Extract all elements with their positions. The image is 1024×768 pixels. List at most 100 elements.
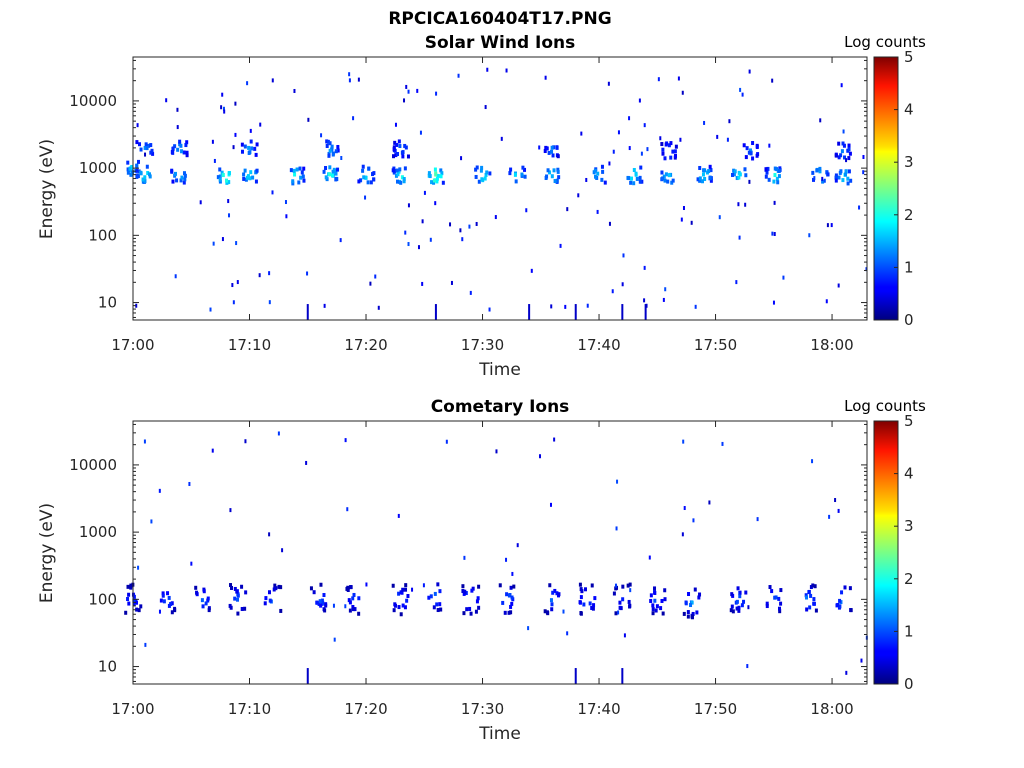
- heatmap-cell: [849, 608, 853, 613]
- heatmap-cell: [849, 178, 853, 183]
- heatmap-cell: [422, 583, 425, 588]
- heatmap-cell: [643, 123, 646, 128]
- heatmap-cell: [830, 223, 833, 228]
- heatmap-cell: [240, 149, 244, 154]
- heatmap-cell: [545, 610, 549, 615]
- heatmap-cell: [846, 181, 850, 186]
- heatmap-cell: [401, 154, 405, 159]
- heatmap-cell: [229, 585, 233, 590]
- heatmap-cell: [271, 78, 274, 83]
- heatmap-cell: [773, 200, 776, 205]
- heatmap-cell: [765, 604, 769, 609]
- heatmap-cell: [815, 168, 819, 173]
- heatmap-cell: [765, 170, 769, 175]
- colorbar-tick-label: 4: [904, 101, 914, 119]
- heatmap-cell: [461, 584, 465, 589]
- heatmap-cell: [693, 587, 697, 592]
- heatmap-cell: [551, 153, 555, 158]
- heatmap-cell: [591, 606, 595, 611]
- heatmap-cell: [514, 179, 518, 184]
- heatmap-cell: [590, 583, 594, 588]
- heatmap-cell: [742, 599, 746, 604]
- x-tick-label: 17:00: [111, 700, 154, 718]
- heatmap-cell: [660, 142, 664, 147]
- heatmap-cell: [777, 596, 781, 601]
- heatmap-cell: [744, 590, 748, 595]
- heatmap-cell: [735, 606, 739, 611]
- heatmap-cell: [834, 175, 838, 180]
- heatmap-cells: [126, 67, 868, 321]
- heatmap-cell: [463, 555, 466, 560]
- heatmap-cell: [185, 150, 189, 155]
- heatmap-cell: [739, 87, 742, 92]
- heatmap-cell: [744, 173, 748, 178]
- heatmap-cell: [254, 152, 258, 157]
- heatmap-cell: [416, 88, 419, 93]
- heatmap-cell: [394, 153, 398, 158]
- heatmap-cell: [578, 582, 582, 587]
- heatmap-cell: [842, 129, 845, 134]
- heatmap-cell: [843, 155, 847, 160]
- heatmap-cell: [525, 208, 528, 213]
- heatmap-cell: [840, 83, 843, 88]
- heatmap-cell: [331, 169, 335, 174]
- heatmap-cell: [503, 610, 507, 615]
- heatmap-cell: [819, 118, 822, 123]
- heatmap-cell: [530, 268, 533, 273]
- heatmap-cell: [698, 176, 702, 181]
- heatmap-cell: [601, 169, 605, 174]
- heatmap-cell: [406, 154, 410, 159]
- heatmap-cell: [285, 214, 288, 219]
- heatmap-cell: [500, 136, 503, 141]
- heatmap-cell: [234, 101, 237, 106]
- plot-frame: [132, 420, 868, 685]
- heatmap-cell: [240, 584, 244, 589]
- heatmap-cell: [611, 289, 614, 294]
- heatmap-cell: [150, 148, 154, 153]
- heatmap-cell: [188, 481, 191, 486]
- heatmap-cell: [566, 631, 569, 636]
- heatmap-cell: [148, 172, 152, 177]
- heatmap-cell: [840, 149, 844, 154]
- heatmap-cell: [147, 143, 151, 148]
- heatmap-cell: [770, 589, 774, 594]
- heatmap-cell: [143, 439, 146, 444]
- heatmap-cell: [475, 221, 478, 226]
- heatmap-cell: [677, 76, 680, 81]
- heatmap-cell: [469, 611, 473, 616]
- heatmap-cell: [847, 147, 851, 152]
- heatmap-cell: [708, 164, 712, 169]
- heatmap-cell: [178, 139, 182, 144]
- heatmap-cell: [143, 179, 147, 184]
- heatmap-cell: [585, 177, 588, 182]
- heatmap-cell: [553, 437, 556, 442]
- heatmap-cell: [305, 460, 308, 465]
- heatmap-cell: [728, 119, 731, 124]
- heatmap-cell: [661, 151, 665, 156]
- heatmap-cell: [317, 602, 321, 607]
- heatmap-cell: [427, 171, 431, 176]
- heatmap-cell: [302, 166, 306, 171]
- heatmap-cell: [202, 589, 206, 594]
- heatmap-cell: [543, 609, 547, 614]
- heatmap-cell: [745, 146, 749, 151]
- heatmap-cell: [126, 597, 130, 602]
- heatmap-cell: [236, 592, 240, 597]
- heatmap-cell: [461, 589, 465, 594]
- heatmap-cell: [682, 611, 686, 616]
- figure-title: RPCICA160404T17.PNG: [388, 9, 611, 29]
- heatmap-cell: [268, 300, 271, 305]
- heatmap-cell: [638, 179, 642, 184]
- heatmap-cell: [240, 142, 244, 147]
- heatmap-cell: [129, 583, 133, 588]
- heatmap-cell: [612, 149, 615, 154]
- heatmap-cell: [484, 172, 488, 177]
- heatmap-cell: [527, 626, 530, 631]
- heatmap-cell: [236, 597, 240, 602]
- heatmap-cell: [169, 602, 173, 607]
- heatmap-cell: [698, 165, 702, 170]
- heatmap-cell: [703, 176, 707, 181]
- heatmap-cell: [577, 193, 580, 198]
- heatmap-cell: [818, 166, 822, 171]
- x-tick-label: 17:00: [111, 336, 154, 354]
